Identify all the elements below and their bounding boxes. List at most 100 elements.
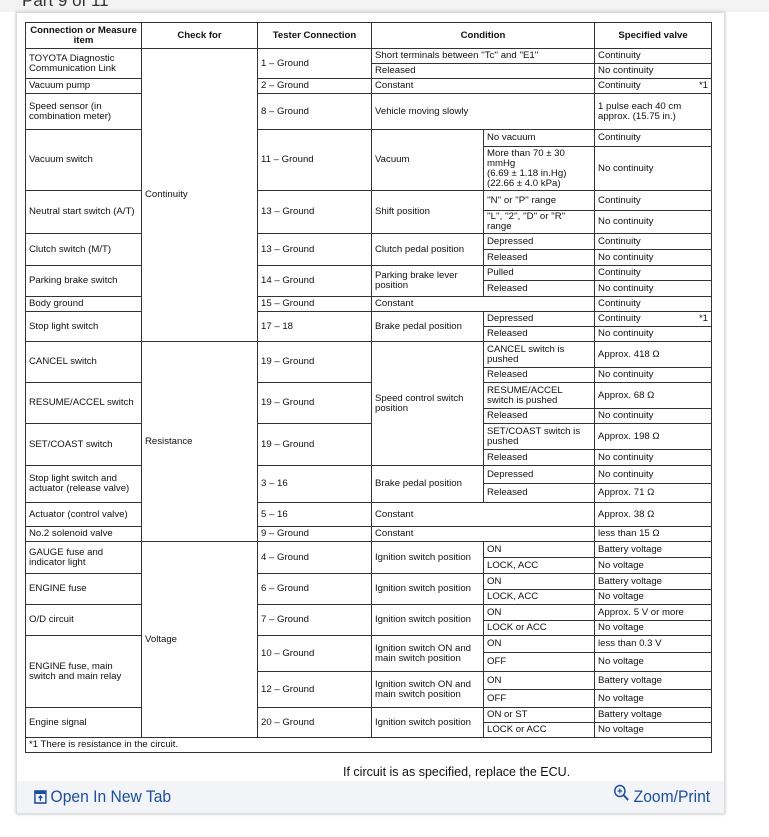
cell-tester: 13 – Ground — [257, 190, 372, 234]
cell-spec: Continuity — [594, 48, 713, 64]
spec-text: No continuity — [598, 251, 654, 263]
cell-cond: Short terminals between ''Tc'' and ''E1'… — [370, 48, 596, 64]
spec-text: Approx. 5 V or more — [598, 606, 684, 618]
cond-text: Released — [375, 65, 416, 76]
spec-text: No voltage — [598, 622, 644, 633]
tester-text: 17 – 18 — [261, 320, 294, 332]
spec-text: Continuity — [598, 194, 641, 206]
cell-tester: 20 – Ground — [257, 707, 372, 738]
table-row: Vacuum switch 11 – Ground Vacuum No vacuum C… — [25, 129, 713, 191]
item-text: CANCEL switch — [29, 356, 97, 367]
cell-spec: Continuity — [594, 296, 713, 312]
cond-text: Brake pedal position — [375, 478, 462, 489]
footnote-row: *1 There is resistance in the circuit. — [24, 737, 713, 753]
tester-text: 12 – Ground — [261, 683, 315, 695]
part-label: Part 9 of 11 — [22, 0, 109, 10]
cell-cond: Ignition switch position — [371, 604, 484, 636]
item-text: Speed sensor (in combination meter) — [29, 100, 112, 122]
zoom-in-icon — [613, 784, 629, 801]
cell-sub: Released — [482, 408, 596, 424]
tester-text: 1 – Ground — [261, 57, 310, 69]
cond-text: Constant — [375, 508, 414, 520]
cell-spec: less than 0.3 V — [594, 635, 713, 653]
item-text: Body ground — [29, 298, 84, 309]
cell-spec: No continuity — [594, 465, 713, 484]
tester-text: 20 – Ground — [261, 716, 315, 728]
spec-text: No voltage — [598, 591, 644, 602]
cell-sub: Depressed — [482, 465, 596, 484]
cell-sub: Released — [482, 280, 596, 297]
sub-text: Released — [487, 451, 528, 463]
cell-tester: 5 – 16 — [257, 502, 372, 527]
cell-spec: No continuity — [594, 280, 713, 297]
spec-text: No continuity — [598, 65, 654, 76]
spec-text: No continuity — [598, 369, 654, 380]
cell-spec: No continuity — [594, 249, 713, 266]
table-row: O/D circuit 7 – Ground Ignition switch pos… — [25, 604, 713, 636]
cond-text: Ignition switch position — [375, 551, 471, 563]
tester-text: 13 – Ground — [261, 243, 315, 255]
cell-spec: Continuity — [594, 129, 713, 147]
cell-sub: Released — [482, 326, 596, 342]
item-text: No.2 solenoid valve — [29, 528, 113, 539]
tester-text: 4 – Ground — [261, 551, 310, 563]
table-row: RESUME/ACCEL switch 19 – Ground RESUME/ACC… — [25, 382, 713, 424]
open-in-new-tab-link[interactable]: Open In New Tab — [34, 787, 171, 807]
cell-tester: 19 – Ground — [257, 423, 372, 466]
item-text: Parking brake switch — [29, 275, 118, 286]
tester-text: 7 – Ground — [261, 614, 310, 625]
item-text: Vacuum switch — [29, 154, 93, 165]
cell-sub: LOCK or ACC — [482, 620, 596, 636]
cell-sub: ON — [482, 541, 596, 558]
sub-text: RESUME/ACCEL switch is pushed — [487, 384, 563, 406]
cell-item: ENGINE fuse — [25, 573, 142, 605]
table-row: Released Approx. 71 Ω — [26, 483, 713, 503]
cell-sub: LOCK, ACC — [482, 557, 596, 574]
cell-tester: 3 – 16 — [257, 465, 372, 503]
spec-text: Approx. 418 Ω — [598, 348, 660, 360]
cell-item: Neutral start switch (A/T) — [25, 190, 142, 234]
sub-text: ON — [487, 606, 502, 618]
sub-text: ''L'', ''2'', ''D'' or ''R'' range — [487, 211, 566, 232]
cell-spec: No continuity — [594, 63, 713, 79]
sub-text: More than 70 ± 30 mmHg (6.69 ± 1.18 in.H… — [487, 147, 567, 189]
cell-item: O/D circuit — [25, 604, 142, 636]
sub-text: Released — [487, 410, 528, 421]
cell-spec: No continuity — [594, 210, 713, 234]
spec-text: Approx. 68 Ω — [598, 389, 655, 401]
cell-spec: No continuity — [594, 326, 713, 342]
cell-tester: 11 – Ground — [257, 129, 372, 191]
cell-tester: 13 – Ground — [257, 233, 372, 266]
tester-text: 8 – Ground — [261, 105, 310, 117]
cell-sub: OFF — [482, 689, 596, 708]
table-row: Released No continuity — [26, 63, 713, 79]
item-text: GAUGE fuse and indicator light — [29, 546, 104, 568]
cell-spec: Approx. 418 Ω — [594, 341, 713, 368]
cell-spec: No voltage — [594, 689, 713, 708]
cell-cond: Ignition switch ON and main switch posit… — [371, 635, 484, 672]
cond-text: Ignition switch position — [375, 716, 471, 728]
sub-text: Released — [487, 282, 528, 294]
cell-item: Vacuum switch — [25, 129, 142, 191]
zoom-print-link[interactable]: Zoom/Print — [613, 784, 710, 807]
spec-text: Battery voltage — [598, 674, 663, 686]
cell-tester: 6 – Ground — [257, 573, 372, 605]
sub-text: CANCEL switch is pushed — [487, 343, 565, 365]
cell-tester: 4 – Ground — [257, 541, 372, 574]
cell-cond: Constant — [370, 526, 596, 542]
spec-text: Approx. 198 Ω — [598, 430, 660, 442]
cell-sub: More than 70 ± 30 mmHg (6.69 ± 1.18 in.H… — [482, 146, 596, 191]
item-text: SET/COAST switch — [29, 438, 113, 450]
cell-item: TOYOTA Diagnostic Communication Link — [25, 48, 142, 79]
cell-spec: Approx. 198 Ω — [594, 423, 713, 450]
tester-text: 2 – Ground — [261, 80, 310, 91]
cell-spec: Continuity — [594, 233, 713, 250]
cond-text: Ignition switch position — [375, 583, 471, 594]
cell-item: Speed sensor (in combination meter) — [25, 93, 142, 130]
cell-item: SET/COAST switch — [25, 423, 142, 466]
cell-spec: No continuity — [594, 449, 713, 466]
cell-cond: Vehicle moving slowly — [370, 93, 596, 130]
item-text: Actuator (control valve) — [29, 508, 128, 520]
header-item: Connection or Measure item — [25, 22, 142, 49]
inspection-table: Connection or Measure item Check for Tes… — [24, 22, 713, 753]
